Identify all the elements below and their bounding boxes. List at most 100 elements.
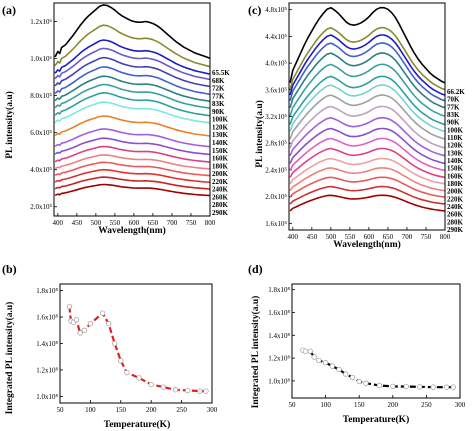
panel-a-series-line	[54, 56, 211, 88]
panel-c-plot: 400 450 500 550 600 650 700 750 800 1.6x10⁵ 2.0x10…	[265, 2, 465, 241]
panel-b-data-point	[124, 369, 130, 376]
panel-a-x-tick-label: 400	[53, 219, 64, 227]
panel-c-series-line	[289, 52, 446, 109]
panel-c-series-label: 83K	[447, 111, 460, 119]
panel-a-series-label: 180K	[212, 162, 229, 170]
panel-b-data-point	[172, 387, 179, 393]
panel-c-series-line	[289, 127, 446, 165]
panel-c-frame	[288, 2, 446, 231]
panel-b-y-tick-label: 1.4x10⁸	[36, 340, 58, 348]
panel-c-series-line	[289, 147, 446, 179]
panel-b-y-tick-label: 1.2x10⁸	[36, 366, 58, 374]
panel-a-series-line	[54, 101, 211, 124]
panel-b-data-point	[77, 330, 83, 336]
panel-b-x-tick-label: 100	[85, 406, 96, 414]
panel-b-letter: (b)	[2, 262, 17, 276]
panel-a-series-line	[54, 128, 211, 148]
panel-b-data-point	[81, 327, 87, 333]
panel-c-series-line	[289, 42, 446, 102]
panel-c-y-tick-label: 4.8x10⁵	[265, 6, 287, 14]
panel-c-series-label: 130K	[447, 149, 464, 157]
panel-b-x-tick-label: 250	[176, 406, 187, 414]
panel-c-x-tick-label: 550	[345, 233, 356, 241]
panel-a-x-tick-label: 450	[72, 219, 83, 227]
panel-c-x-tick-label: 650	[383, 233, 394, 241]
panel-b-data-point	[105, 321, 112, 327]
panel-b-data-point	[73, 317, 80, 323]
panel-a-y-tick-label: 1.0x10⁶	[30, 55, 52, 63]
panel-a-series-line	[54, 47, 211, 81]
panel-a-y-tick-label: 1.2x10⁶	[30, 18, 52, 26]
panel-b-y-tick-label: 1.0x10⁸	[36, 393, 58, 401]
panel-a-series-label: 260K	[212, 193, 229, 201]
panel-a-series-label: 65.5K	[212, 69, 230, 77]
panel-d-data-point	[390, 383, 396, 390]
panel-c-series-label: 260K	[447, 211, 464, 219]
panel-b-ylabel: Integrated PL intensity(a.u)	[4, 302, 15, 415]
panel-c-series-label: 120K	[447, 142, 464, 150]
panel-c-series-label: 70K	[447, 96, 460, 104]
panel-c-series-label: 240K	[447, 203, 464, 211]
panel-b-x-tick-label: 50	[57, 406, 65, 414]
panel-a-series-line	[54, 161, 211, 177]
panel-c-series-line	[289, 167, 446, 192]
panel-d-data-point	[307, 348, 313, 354]
panel-c-series-label: 280K	[447, 218, 464, 226]
panel-b-data-point	[160, 384, 167, 390]
panel-c-x-tick-label: 400	[288, 233, 299, 241]
panel-d-data-point	[450, 384, 456, 390]
panel-c-series-label: 100K	[447, 126, 464, 134]
panel-c-series-label: 200K	[447, 188, 464, 196]
panel-a-series-label: 290K	[212, 209, 229, 217]
panel-a-series-label: 200K	[212, 170, 229, 178]
panel-c-series-label: 90K	[447, 119, 460, 127]
panel-c-series-line	[289, 185, 446, 205]
panel-c-series-line	[289, 34, 446, 96]
panel-a-series-label: 72K	[212, 85, 225, 93]
panel-a-series-label: 100K	[212, 116, 229, 124]
panel-c-series-label: 150K	[447, 165, 464, 173]
panel-a-series-line	[54, 168, 211, 184]
panel-c-pl-spectra: (c) PL intensity(a.u) Wavelength(nm) 400…	[248, 2, 465, 250]
panel-d-data-point	[443, 384, 450, 390]
panel-d-data-point	[356, 378, 362, 385]
panel-d-data-point	[349, 374, 356, 381]
panel-b-data-point	[136, 375, 142, 381]
panel-a-y-tick-label: 8.0x10⁵	[30, 92, 52, 100]
panel-c-y-tick-label: 4.0x10⁵	[265, 60, 287, 68]
panel-c-series-label: 77K	[447, 103, 460, 111]
panel-c-series-label: 66.2K	[447, 88, 465, 96]
panel-b-data-point	[118, 358, 124, 364]
panel-b-xlabel: Temperature(K)	[104, 419, 171, 430]
panel-d-data-point	[329, 363, 335, 369]
panel-c-y-tick-label: 3.2x10⁵	[265, 113, 287, 121]
panel-b-data-point	[99, 310, 106, 316]
panel-c-x-tick-label: 750	[421, 233, 432, 241]
panel-a-plot: 400 450 500 550 600 650 700 750 800 2.0x10⁵ 4.0x10…	[30, 2, 230, 227]
panel-d-frame	[291, 283, 461, 399]
panel-b-plot: 50 100 150 200 250 300 1.0x10⁸ 1.2x10⁸ 1.4x10⁸ 1.…	[36, 283, 218, 414]
panel-c-series-line	[289, 137, 446, 172]
panel-d-x-tick-label: 300	[455, 401, 466, 409]
panel-d-x-tick-label: 250	[421, 401, 432, 409]
panel-a-x-tick-label: 600	[129, 219, 140, 227]
panel-c-letter: (c)	[248, 3, 261, 17]
panel-d-y-tick-label: 1.4x10⁸	[268, 332, 290, 340]
panel-a-frame	[53, 2, 211, 217]
panel-a-series-line	[54, 176, 211, 190]
panel-a-y-tick-label: 6.0x10⁵	[30, 129, 52, 137]
panel-a-series-line	[54, 4, 211, 59]
panel-a-series-label: 68K	[212, 77, 225, 85]
panel-a-series-line	[54, 183, 211, 197]
panel-c-series-label: 290K	[447, 226, 464, 234]
panel-a-series-label: 83K	[212, 100, 225, 108]
panel-d-data-point	[363, 380, 369, 386]
panel-a-series-label: 220K	[212, 178, 229, 186]
panel-c-series-line	[289, 6, 446, 84]
panel-c-x-tick-label: 500	[326, 233, 337, 241]
panel-d-x-tick-label: 150	[354, 401, 365, 409]
panel-a-series-line	[54, 154, 211, 170]
panel-d-data-point	[336, 366, 342, 373]
panel-a-series-label: 130K	[212, 131, 229, 139]
